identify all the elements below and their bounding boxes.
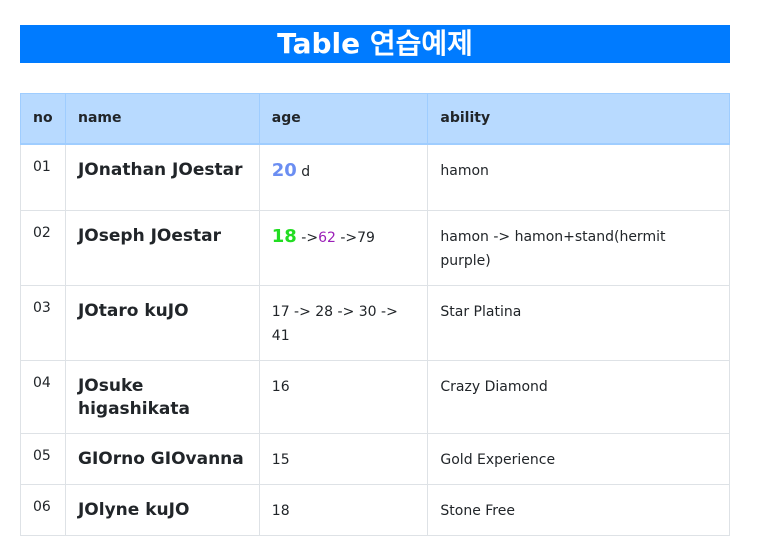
cell-name: JOlyne kuJO [64, 484, 260, 536]
cell-ability: hamon [427, 143, 730, 211]
cell-age: 15 [258, 433, 429, 485]
table-header: no name age ability [20, 93, 730, 145]
table-row: 06 JOlyne kuJO 18 Stone Free [20, 484, 730, 536]
cell-age: 18 ->62 ->79 [258, 210, 429, 286]
column-header-no: no [20, 93, 66, 145]
cell-name: JOsuke higashikata [64, 360, 260, 434]
cell-ability: Crazy Diamond [427, 360, 730, 434]
table-row: 04 JOsuke higashikata 16 Crazy Diamond [20, 360, 730, 434]
age-highlight-purple: 62 [318, 230, 336, 246]
cell-age: 17 -> 28 -> 30 -> 41 [258, 285, 429, 361]
cell-no: 01 [20, 143, 66, 211]
cell-ability: Gold Experience [427, 433, 730, 485]
cell-no: 06 [20, 484, 66, 536]
age-highlight-green: 18 [271, 226, 297, 247]
age-highlight-blue: 20 [271, 159, 297, 181]
column-header-ability: ability [427, 93, 730, 145]
column-header-name: name [64, 93, 260, 145]
cell-ability: hamon -> hamon+stand(hermit purple) [427, 210, 730, 286]
cell-no: 03 [20, 285, 66, 361]
cell-name: JOnathan JOestar [64, 143, 260, 211]
age-arrow: -> [296, 230, 319, 246]
cell-age: 16 [258, 360, 429, 434]
cell-no: 04 [20, 360, 66, 434]
cell-age: 20 d [258, 143, 429, 211]
cell-ability: Star Platina [427, 285, 730, 361]
cell-ability: Stone Free [427, 484, 730, 536]
cell-age: 18 [258, 484, 429, 536]
cell-name: JOtaro kuJO [64, 285, 260, 361]
page-title: Table 연습예제 [20, 25, 730, 63]
cell-no: 02 [20, 210, 66, 286]
table-row: 02 JOseph JOestar 18 ->62 ->79 hamon -> … [20, 210, 730, 286]
cell-name: GIOrno GIOvanna [64, 433, 260, 485]
column-header-age: age [258, 93, 429, 145]
table-row: 01 JOnathan JOestar 20 d hamon [20, 143, 730, 211]
cell-no: 05 [20, 433, 66, 485]
table-body: 01 JOnathan JOestar 20 d hamon 02 JOseph… [20, 143, 730, 536]
characters-table: no name age ability 01 JOnathan JOestar … [20, 93, 730, 536]
table-row: 03 JOtaro kuJO 17 -> 28 -> 30 -> 41 Star… [20, 285, 730, 361]
table-row: 05 GIOrno GIOvanna 15 Gold Experience [20, 433, 730, 485]
cell-name: JOseph JOestar [64, 210, 260, 286]
header-row: no name age ability [20, 93, 730, 145]
age-suffix: d [296, 163, 311, 180]
age-arrow-end: ->79 [335, 230, 375, 246]
